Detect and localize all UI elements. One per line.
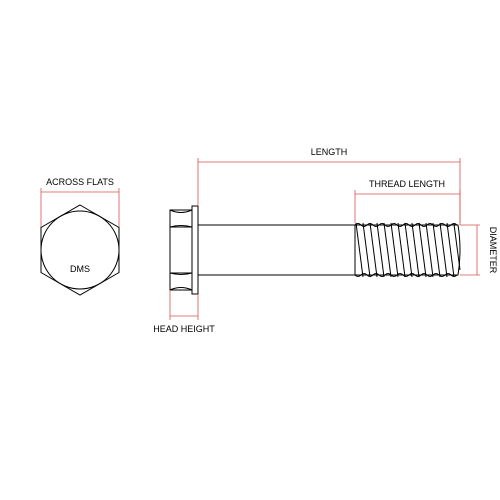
label-length: LENGTH [311, 147, 348, 157]
label-head-height: HEAD HEIGHT [153, 324, 215, 334]
bolt-side-view [170, 206, 460, 294]
hex-head-front-view: DMS [41, 205, 119, 295]
label-diameter: DIAMETER [488, 227, 498, 274]
dim-thread-length: THREAD LENGTH [355, 179, 460, 223]
bolt-diagram: :root { --dim-color: #d9534f; --part-col… [0, 0, 500, 500]
label-thread-length: THREAD LENGTH [369, 179, 445, 189]
label-across-flats: ACROSS FLATS [46, 177, 114, 187]
dim-head-height: HEAD HEIGHT [153, 290, 215, 334]
label-dms: DMS [70, 264, 90, 274]
dim-diameter: DIAMETER [460, 225, 498, 275]
